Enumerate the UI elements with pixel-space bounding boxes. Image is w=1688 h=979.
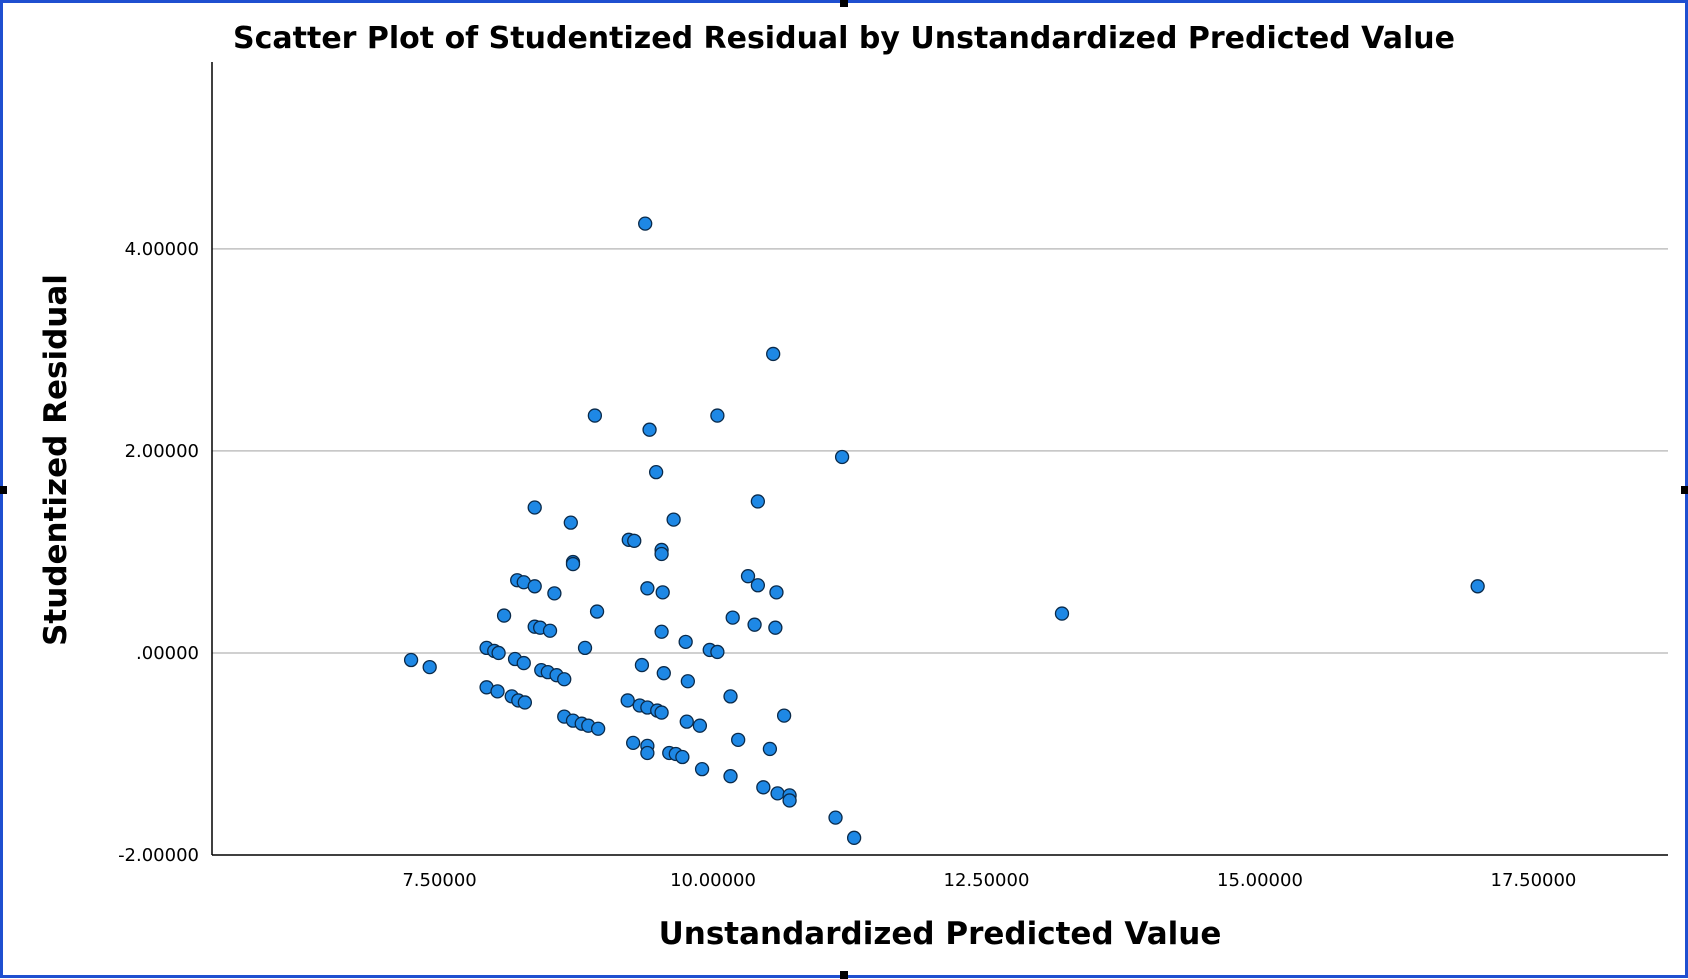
data-point xyxy=(846,830,862,845)
data-point xyxy=(782,793,797,808)
y-tick-label: 4.00000 xyxy=(125,239,199,260)
data-point xyxy=(490,684,505,699)
data-point xyxy=(577,640,593,656)
y-tick-label: -2.00000 xyxy=(118,845,199,866)
data-point xyxy=(517,695,533,710)
data-point xyxy=(766,346,781,362)
data-point xyxy=(547,586,562,601)
data-point xyxy=(640,745,655,761)
data-point xyxy=(496,608,512,623)
y-axis-title: Studentized Residual xyxy=(38,274,74,646)
data-point xyxy=(747,617,762,632)
data-point xyxy=(655,585,670,600)
data-point xyxy=(654,546,669,562)
data-point xyxy=(679,714,694,729)
data-point xyxy=(731,732,746,747)
x-tick-labels: 7.50000 10.00000 12.50000 15.00000 17.50000 xyxy=(402,870,1576,891)
data-point xyxy=(640,581,655,596)
data-point xyxy=(626,735,641,751)
data-point xyxy=(740,569,756,584)
data-point xyxy=(723,689,738,704)
axes xyxy=(211,62,1668,856)
resize-handle-bottom[interactable] xyxy=(840,971,848,979)
chart-title: Scatter Plot of Studentized Residual by … xyxy=(233,21,1455,56)
data-point xyxy=(770,786,785,801)
data-point xyxy=(563,515,578,530)
data-point xyxy=(1054,606,1070,621)
data-point xyxy=(516,655,531,671)
data-point xyxy=(542,623,558,638)
resize-handle-left[interactable] xyxy=(0,486,7,494)
x-tick-label: 15.00000 xyxy=(1217,870,1303,891)
data-point xyxy=(828,810,843,825)
gridlines xyxy=(212,248,1668,654)
data-point xyxy=(675,749,690,765)
data-point xyxy=(762,741,778,757)
data-point xyxy=(620,693,635,708)
x-tick-label: 17.50000 xyxy=(1491,870,1577,891)
data-point xyxy=(642,422,657,437)
data-point xyxy=(627,533,642,548)
data-point xyxy=(1470,579,1485,594)
resize-handle-top[interactable] xyxy=(840,0,848,7)
data-point xyxy=(834,449,850,465)
data-point xyxy=(768,620,783,635)
data-point xyxy=(710,644,725,660)
data-point xyxy=(654,624,669,639)
data-point xyxy=(750,578,766,593)
resize-handle-right[interactable] xyxy=(1681,486,1688,494)
data-point xyxy=(723,769,738,784)
data-point xyxy=(527,500,542,515)
data-point xyxy=(692,718,708,733)
data-point xyxy=(634,657,650,673)
data-points xyxy=(403,216,1485,845)
data-point xyxy=(589,604,605,619)
y-tick-label: .00000 xyxy=(136,643,199,664)
data-point xyxy=(710,408,725,423)
data-point xyxy=(666,512,681,527)
data-point xyxy=(756,780,771,795)
data-point xyxy=(656,666,671,681)
data-point xyxy=(587,408,603,423)
data-point xyxy=(648,464,664,480)
data-point xyxy=(694,761,710,777)
data-point xyxy=(680,674,696,689)
data-point xyxy=(750,494,766,509)
data-point xyxy=(654,705,669,720)
data-point xyxy=(565,556,581,572)
data-point xyxy=(491,645,506,661)
x-tick-label: 12.50000 xyxy=(944,870,1030,891)
data-point xyxy=(678,634,693,649)
data-point xyxy=(769,585,784,600)
data-point xyxy=(403,652,419,668)
data-point xyxy=(725,610,740,625)
x-tick-label: 7.50000 xyxy=(402,870,476,891)
data-point xyxy=(422,659,437,675)
data-point xyxy=(591,721,606,736)
x-tick-label: 10.00000 xyxy=(670,870,756,891)
data-point xyxy=(776,708,792,723)
y-tick-label: 2.00000 xyxy=(125,441,199,462)
data-point xyxy=(557,672,572,687)
data-point xyxy=(527,579,542,594)
x-axis-title: Unstandardized Predicted Value xyxy=(659,916,1222,952)
data-point xyxy=(638,216,653,231)
y-tick-labels: -2.00000 .00000 2.00000 4.00000 xyxy=(118,239,199,866)
